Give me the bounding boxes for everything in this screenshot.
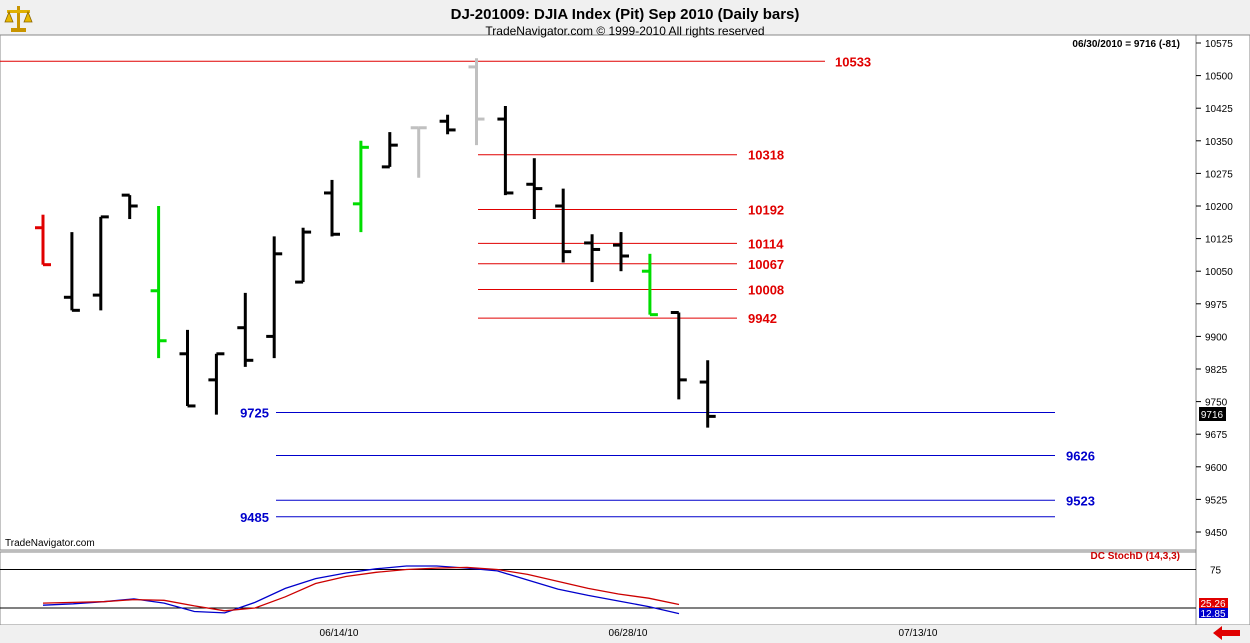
support-label: 9485: [240, 510, 269, 525]
ohlc-bar: [699, 360, 716, 428]
y-tick-label: 9600: [1205, 463, 1228, 474]
y-tick-label: 9825: [1205, 365, 1228, 376]
y-tick-label: 9675: [1205, 430, 1228, 441]
y-tick-label: 9525: [1205, 495, 1228, 506]
ohlc-bar: [381, 132, 398, 169]
y-tick-label: 10275: [1205, 169, 1233, 180]
ohlc-bar: [352, 140, 369, 233]
y-tick-label: 10425: [1205, 104, 1233, 115]
ohlc-bar: [584, 234, 601, 283]
resistance-label: 10067: [748, 257, 784, 272]
ohlc-bar: [324, 179, 340, 237]
support-label: 9725: [240, 405, 269, 420]
ohlc-bar: [208, 352, 225, 415]
chart-subtitle: TradeNavigator.com © 1999-2010 All right…: [485, 24, 764, 38]
time-axis-ticks: 06/14/10 06/28/10 07/13/10: [320, 628, 938, 639]
stochastic-panel: 75: [0, 565, 1222, 615]
resistance-label: 9942: [748, 311, 777, 326]
support-label: 9523: [1066, 493, 1095, 508]
stoch-blue-value: 12.85: [1200, 609, 1225, 620]
ohlc-bar: [92, 215, 109, 311]
last-value-note: 06/30/2010 = 9716 (-81): [1072, 39, 1180, 50]
x-tick-label: 07/13/10: [899, 628, 938, 639]
resistance-label: 10192: [748, 202, 784, 217]
y-tick-label: 10200: [1205, 202, 1233, 213]
support-label: 9626: [1066, 448, 1095, 463]
ohlc-bar: [641, 253, 658, 317]
x-tick-label: 06/28/10: [609, 628, 648, 639]
watermark: TradeNavigator.com: [5, 538, 95, 549]
ohlc-bar: [613, 232, 629, 272]
stoch-blue-value-box: [1199, 608, 1228, 618]
ohlc-bar: [526, 158, 543, 220]
ohlc-bar: [266, 236, 283, 359]
last-price-box: [1199, 407, 1226, 421]
time-axis[interactable]: [0, 625, 1250, 643]
y-tick-label: 10050: [1205, 267, 1233, 278]
stoch-series-line: [42, 565, 680, 615]
ohlc-bar: [555, 188, 572, 263]
price-axis[interactable]: [1195, 34, 1250, 626]
ohlc-bar: [63, 232, 80, 312]
resistance-label: 10008: [748, 282, 784, 297]
last-price-label: 9716: [1201, 410, 1224, 421]
ohlc-bar: [35, 214, 51, 267]
ohlc-bar: [121, 193, 138, 220]
ohlc-bar: [150, 206, 167, 359]
resistance-label: 10533: [835, 54, 871, 69]
ohlc-bar: [497, 106, 514, 196]
x-tick-label: 06/14/10: [320, 628, 359, 639]
price-axis-ticks: 10575 10500 10425 10350 10275 10200 10125 10050…: [1196, 39, 1233, 539]
price-levels: 10533 10318 10192 10114 10067 10008 9942 9725 96…: [0, 54, 1095, 525]
y-tick-label: 9900: [1205, 332, 1228, 343]
scroll-left-arrow-icon[interactable]: [1210, 626, 1244, 640]
stoch-tick-label: 75: [1210, 566, 1222, 577]
ohlc-bar: [670, 310, 687, 400]
resistance-label: 10318: [748, 148, 784, 163]
resistance-label: 10114: [748, 236, 784, 251]
ohlc-bar: [439, 114, 456, 135]
ohlc-bars: [35, 58, 716, 428]
ohlc-bar: [179, 329, 196, 408]
stoch-red-value-box: [1199, 598, 1228, 609]
y-tick-label: 9450: [1205, 528, 1228, 539]
indicator-panel: [0, 551, 1197, 626]
stoch-series-line: [42, 566, 680, 612]
chart-title: DJ-201009: DJIA Index (Pit) Sep 2010 (Da…: [451, 6, 800, 23]
price-panel: [0, 34, 1197, 551]
y-tick-label: 10575: [1205, 39, 1233, 50]
y-tick-label: 10500: [1205, 72, 1233, 83]
ohlc-bar: [410, 126, 427, 178]
stoch-red-value: 25.26: [1200, 599, 1225, 610]
ohlc-bar: [237, 292, 254, 367]
y-tick-label: 9975: [1205, 300, 1228, 311]
y-tick-label: 9750: [1205, 398, 1228, 409]
ohlc-bar: [295, 227, 312, 284]
ohlc-bar: [468, 58, 485, 146]
y-tick-label: 10125: [1205, 235, 1233, 246]
indicator-title: DC StochD (14,3,3): [1091, 551, 1180, 562]
y-tick-label: 10350: [1205, 137, 1233, 148]
scales-icon[interactable]: [4, 6, 33, 32]
